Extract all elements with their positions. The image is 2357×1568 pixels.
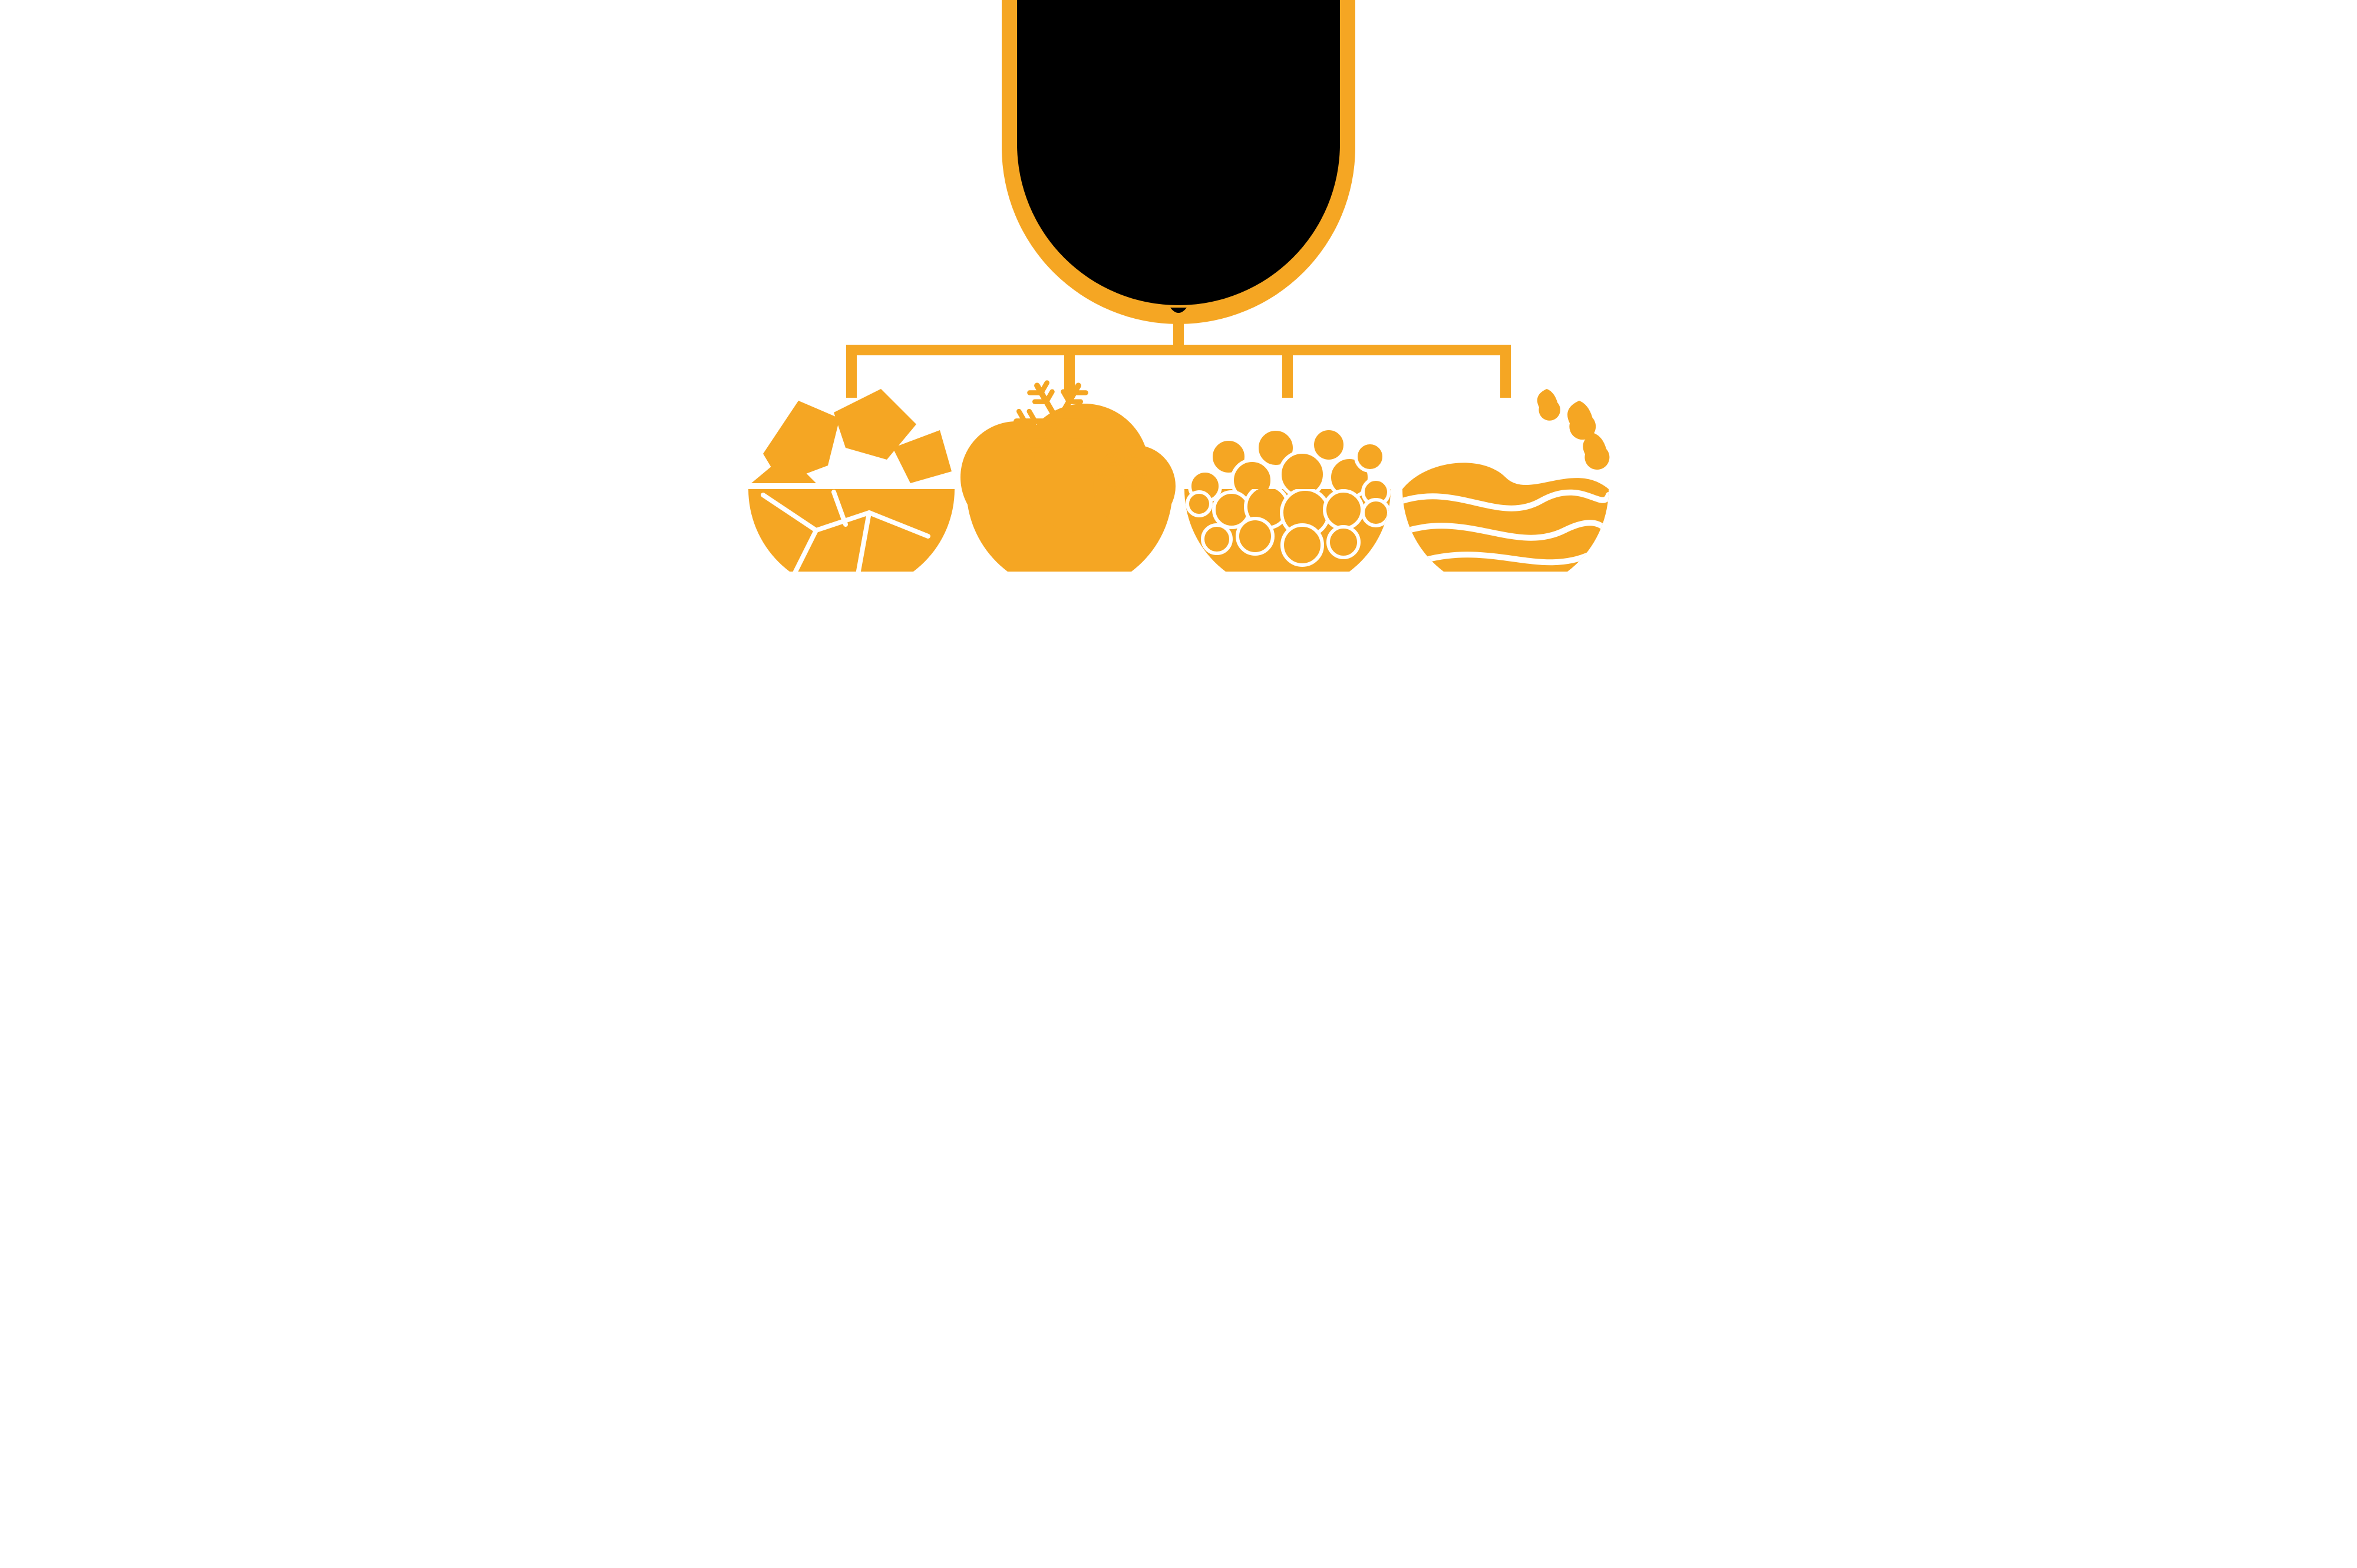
bowl-bubbles <box>1184 428 1391 572</box>
bubble-icon <box>1187 492 1211 516</box>
connector-lines <box>851 312 1506 398</box>
bubble-icon <box>1325 491 1362 529</box>
bowl-shape <box>748 489 955 572</box>
bubble-icon <box>1282 525 1322 565</box>
bubble-icon <box>1203 525 1231 553</box>
diagram-svg <box>745 0 1612 572</box>
droplet-icon <box>1567 401 1596 440</box>
bowl-liquid <box>1402 389 1609 572</box>
bubble-icon <box>1363 500 1389 526</box>
liquid-surface <box>1402 463 1609 489</box>
source-node <box>1002 0 1355 324</box>
bubble-icon <box>1312 428 1345 461</box>
droplet-icon <box>1537 389 1560 421</box>
bowls-row <box>748 383 1609 572</box>
bowl-snow <box>960 383 1176 572</box>
bubble-icon <box>1237 519 1273 554</box>
bubble-icon <box>1328 527 1359 557</box>
bowl-rocks <box>748 389 955 572</box>
droplet-icon <box>1583 433 1609 470</box>
diagram-root <box>745 0 1612 572</box>
bubble-icon <box>1356 443 1384 471</box>
